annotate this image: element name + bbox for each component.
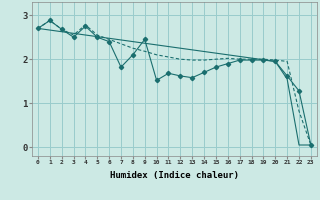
X-axis label: Humidex (Indice chaleur): Humidex (Indice chaleur): [110, 171, 239, 180]
